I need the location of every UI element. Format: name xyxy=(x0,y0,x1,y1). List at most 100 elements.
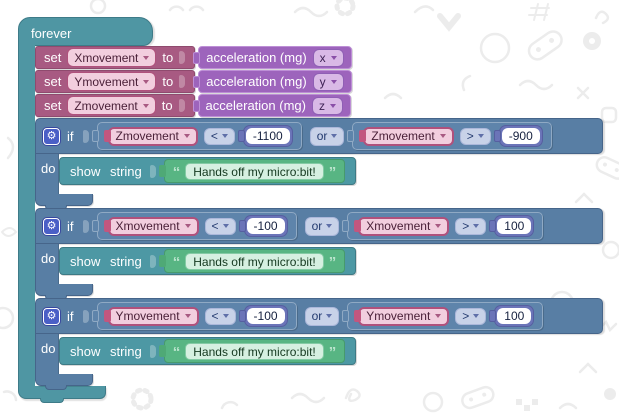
number-block[interactable]: -900 xyxy=(493,125,543,147)
mutator-gear-icon[interactable]: ⚙ xyxy=(43,307,60,325)
connector-bump xyxy=(493,130,501,142)
forever-block-spine[interactable] xyxy=(18,45,35,386)
if-block-spine[interactable]: do xyxy=(35,244,59,284)
set-block-body[interactable]: set Xmovement to xyxy=(35,46,196,69)
forever-label: forever xyxy=(31,26,72,41)
operator-dropdown[interactable]: < xyxy=(204,307,236,325)
axis-dropdown[interactable]: y xyxy=(312,72,344,91)
acceleration-label: acceleration (mg) xyxy=(205,98,306,113)
variable-dropdown[interactable]: Xmovement xyxy=(67,48,157,67)
dropdown-arrow-icon xyxy=(326,314,333,318)
string-block[interactable]: “ Hands off my micro:bit! ” xyxy=(158,249,346,273)
show-string-block[interactable]: show string “ Hands off my micro:bit! ” xyxy=(59,337,357,365)
comparison-block[interactable]: Ymovement < -100 xyxy=(91,302,297,330)
comparison-block[interactable]: Ymovement > 100 xyxy=(342,302,544,330)
acceleration-block[interactable]: acceleration (mg) x xyxy=(193,46,352,69)
dropdown-arrow-icon xyxy=(329,103,336,108)
if-header[interactable]: ⚙ if Zmovement < -1100 xyxy=(35,118,603,154)
value-socket xyxy=(178,99,185,112)
string-block[interactable]: “ Hands off my micro:bit! ” xyxy=(158,159,346,183)
variable-dropdown[interactable]: Xmovement xyxy=(354,216,450,236)
operator-dropdown[interactable]: > xyxy=(455,307,487,325)
variable-name: Zmovement xyxy=(371,129,435,143)
to-label: to xyxy=(162,50,174,65)
string-value[interactable]: Hands off my micro:bit! xyxy=(185,252,324,270)
number-block[interactable]: -1100 xyxy=(237,125,293,147)
axis-dropdown[interactable]: x xyxy=(312,48,344,67)
or-dropdown[interactable]: or xyxy=(309,126,345,146)
if-block-spine[interactable]: do xyxy=(35,334,59,374)
or-dropdown[interactable]: or xyxy=(304,306,340,326)
show-string-block[interactable]: show string “ Hands off my micro:bit! ” xyxy=(59,157,357,185)
set-variable-block[interactable]: set Zmovement to acceleration (mg) z xyxy=(35,94,351,117)
dropdown-arrow-icon xyxy=(477,134,484,138)
number-value: -900 xyxy=(501,128,540,144)
close-quote: ” xyxy=(328,164,337,181)
dropdown-arrow-icon xyxy=(184,224,191,228)
number-block[interactable]: 100 xyxy=(489,215,535,237)
set-variable-block[interactable]: set Xmovement to acceleration (mg) x xyxy=(35,46,352,69)
if-block[interactable]: ⚙ if Xmovement < -100 xyxy=(35,208,603,300)
connector-bump xyxy=(158,165,166,177)
open-quote: “ xyxy=(172,344,181,361)
comparison-block[interactable]: Zmovement < -1100 xyxy=(91,122,302,150)
show-string-block[interactable]: show string “ Hands off my micro:bit! ” xyxy=(59,247,357,275)
forever-block-notch xyxy=(40,398,64,403)
condition-socket xyxy=(82,219,89,233)
number-value: -1100 xyxy=(245,128,290,144)
connector-bump xyxy=(359,130,367,142)
operator-dropdown[interactable]: > xyxy=(459,127,491,145)
set-label: set xyxy=(44,74,62,89)
variable-dropdown[interactable]: Ymovement xyxy=(103,306,199,326)
set-variable-block[interactable]: set Ymovement to acceleration (mg) y xyxy=(35,70,352,93)
operator-dropdown[interactable]: < xyxy=(203,127,235,145)
if-block-spine[interactable]: do xyxy=(35,154,59,194)
dropdown-arrow-icon xyxy=(142,103,149,108)
set-block-body[interactable]: set Ymovement to xyxy=(35,70,196,93)
number-block[interactable]: 100 xyxy=(489,305,535,327)
dropdown-arrow-icon xyxy=(143,55,150,60)
do-label: do xyxy=(41,161,56,176)
string-value[interactable]: Hands off my micro:bit! xyxy=(185,342,324,360)
acceleration-label: acceleration (mg) xyxy=(206,50,307,65)
variable-dropdown[interactable]: Xmovement xyxy=(103,216,199,236)
number-block[interactable]: -100 xyxy=(238,215,288,237)
string-value[interactable]: Hands off my micro:bit! xyxy=(185,162,324,180)
if-header[interactable]: ⚙ if Xmovement < -100 xyxy=(35,208,603,244)
if-block-notch xyxy=(45,385,67,390)
acceleration-block[interactable]: acceleration (mg) y xyxy=(193,70,352,93)
operator: < xyxy=(210,129,218,143)
variable-name: Ymovement xyxy=(74,74,139,89)
if-block[interactable]: ⚙ if Ymovement < -100 xyxy=(35,298,603,390)
variable-dropdown[interactable]: Zmovement xyxy=(103,126,198,146)
connector-bump xyxy=(193,51,201,64)
operator-dropdown[interactable]: < xyxy=(204,217,236,235)
string-socket xyxy=(149,344,156,358)
show-string-label: show string xyxy=(70,343,142,359)
mutator-gear-icon[interactable]: ⚙ xyxy=(43,217,60,235)
acceleration-block[interactable]: acceleration (mg) z xyxy=(192,94,351,117)
if-block[interactable]: ⚙ if Zmovement < -1100 xyxy=(35,118,603,210)
set-block-body[interactable]: set Zmovement to xyxy=(35,94,195,117)
forever-block[interactable]: forever xyxy=(18,17,153,46)
mutator-gear-icon[interactable]: ⚙ xyxy=(43,127,60,145)
comparison-block[interactable]: Zmovement > -900 xyxy=(347,122,552,150)
variable-dropdown[interactable]: Ymovement xyxy=(354,306,450,326)
dropdown-arrow-icon xyxy=(473,314,480,318)
variable-dropdown[interactable]: Ymovement xyxy=(67,72,157,91)
variable-dropdown[interactable]: Zmovement xyxy=(359,126,454,146)
variable-dropdown[interactable]: Zmovement xyxy=(67,96,156,115)
connector-bump xyxy=(91,220,99,232)
axis-dropdown[interactable]: z xyxy=(311,96,343,115)
open-quote: “ xyxy=(172,164,181,181)
number-value: -100 xyxy=(246,218,285,234)
operator-dropdown[interactable]: > xyxy=(455,217,487,235)
comparison-block[interactable]: Xmovement > 100 xyxy=(342,212,544,240)
number-block[interactable]: -100 xyxy=(238,305,288,327)
or-dropdown[interactable]: or xyxy=(304,216,340,236)
string-block[interactable]: “ Hands off my micro:bit! ” xyxy=(158,339,346,363)
if-header[interactable]: ⚙ if Ymovement < -100 xyxy=(35,298,603,334)
comparison-block[interactable]: Xmovement < -100 xyxy=(91,212,297,240)
number-value: 100 xyxy=(497,218,532,234)
